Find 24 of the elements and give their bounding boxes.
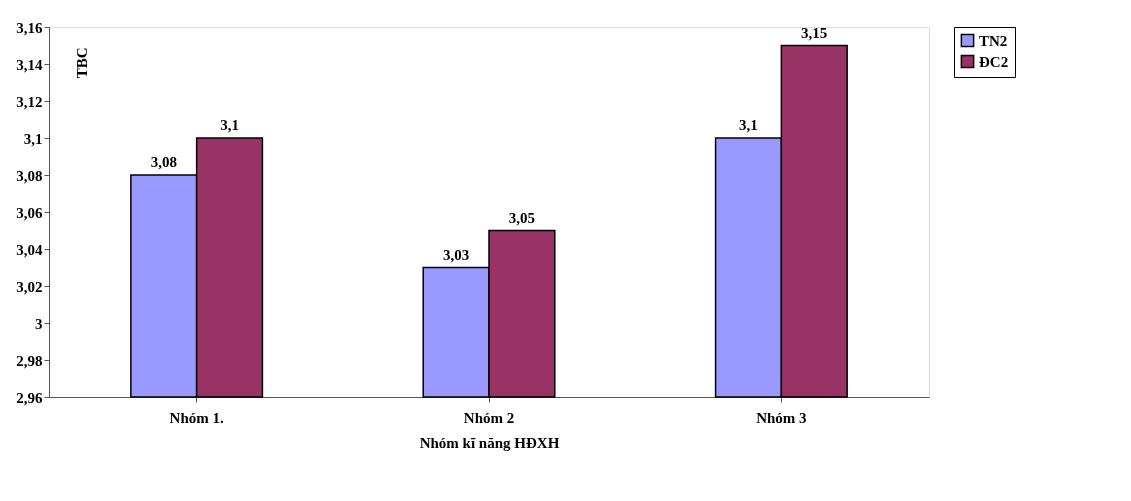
y-tick-label: 3,04 — [16, 241, 43, 258]
legend-label: ĐC2 — [979, 53, 1009, 70]
text: 3,08 — [150, 154, 177, 170]
legend-label: TN2 — [979, 32, 1008, 49]
y-tick-label: 2,98 — [16, 352, 43, 369]
x-tick-label: Nhóm 3 — [756, 409, 807, 426]
y-tick-label: 3,12 — [16, 93, 43, 110]
y-tick-label: 3,08 — [16, 167, 43, 184]
text: 3,05 — [508, 209, 536, 226]
x-axis-title: Nhóm kĩ năng HĐXH — [419, 434, 560, 451]
y-tick-label: 3,1 — [23, 130, 43, 147]
text: 3,1 — [220, 117, 239, 133]
y-tick-label: 3,02 — [16, 278, 43, 295]
text: 3,1 — [739, 117, 758, 133]
y-tick-label: 3,16 — [16, 19, 43, 36]
x-tick-label: Nhóm 2 — [463, 409, 515, 426]
text: 3,15 — [801, 24, 828, 41]
y-axis-title: TBC — [73, 47, 90, 79]
y-tick-label: 3,06 — [16, 204, 43, 221]
y-tick-label: 3,14 — [16, 56, 43, 73]
x-tick-label: Nhóm 1. — [169, 409, 224, 426]
y-tick-label: 2,96 — [16, 389, 43, 406]
y-tick-label: 3 — [35, 315, 43, 332]
text: 3,03 — [442, 246, 470, 263]
